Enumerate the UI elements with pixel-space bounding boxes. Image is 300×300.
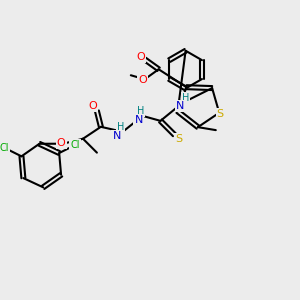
Text: N: N [134,115,143,125]
Text: Cl: Cl [0,143,9,153]
Text: H: H [137,106,144,116]
Text: O: O [138,75,147,85]
Text: H: H [182,93,189,103]
Text: N: N [176,101,184,111]
Text: H: H [117,122,124,132]
Text: S: S [217,109,224,119]
Text: O: O [88,101,97,111]
Text: S: S [175,134,182,144]
Text: O: O [136,52,145,62]
Text: Cl: Cl [70,140,80,150]
Text: O: O [57,138,65,148]
Text: N: N [112,131,121,141]
